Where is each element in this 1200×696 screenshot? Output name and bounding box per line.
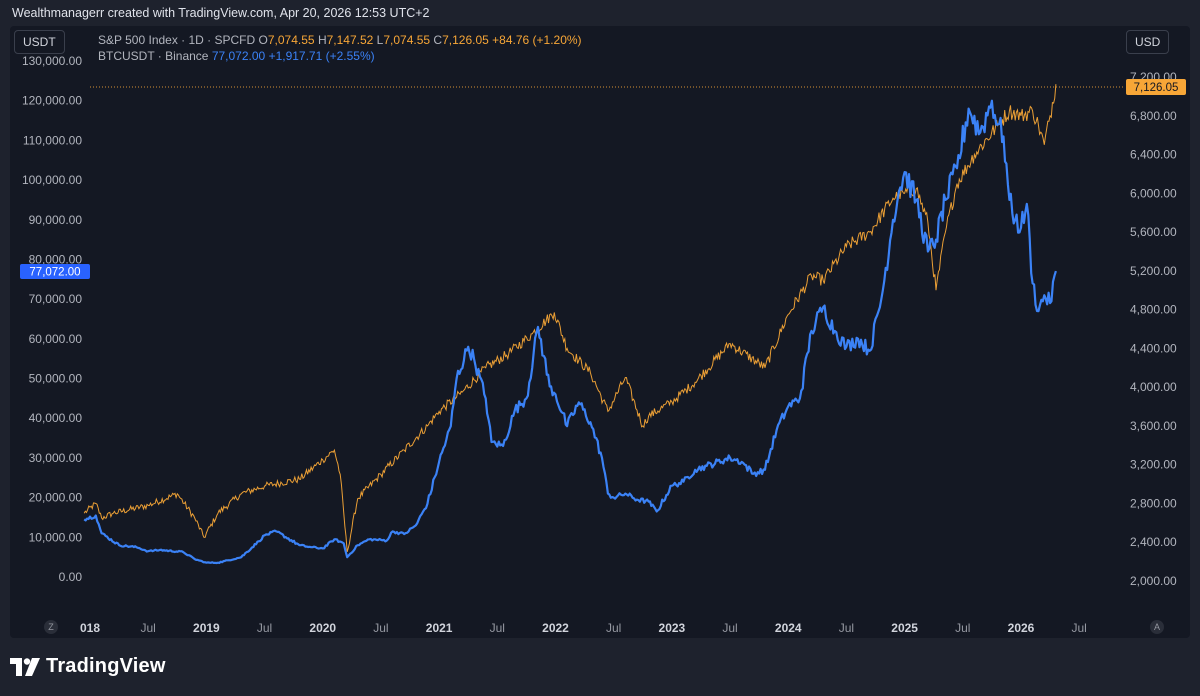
time-tick-label: Jul xyxy=(490,621,505,635)
legend-spx-close-label: C xyxy=(433,33,443,47)
left-axis[interactable]: 130,000.00 120,000.00 110,000.00 100,000.00… xyxy=(22,54,82,584)
time-tick-label: 2019 xyxy=(193,621,220,635)
left-tick-label: 110,000.00 xyxy=(23,133,82,147)
legend-spx-high-label: H xyxy=(317,33,327,47)
right-tick-label: 2,000.00 xyxy=(1130,574,1177,588)
tradingview-logo-icon xyxy=(10,657,40,676)
left-tick-label: 20,000.00 xyxy=(29,491,83,505)
right-tick-label: 4,800.00 xyxy=(1130,303,1177,317)
left-tick-label: 130,000.00 xyxy=(22,54,82,68)
left-unit-button[interactable]: USDT xyxy=(14,30,65,54)
left-tick-label: 100,000.00 xyxy=(22,173,82,187)
legend-spx-low-label: L xyxy=(376,33,384,47)
right-tick-label: 2,800.00 xyxy=(1130,496,1177,510)
chart-caption: Wealthmanagerr created with TradingView.… xyxy=(12,6,430,20)
bottom-bar xyxy=(0,638,1200,696)
legend-btc-row[interactable]: BTCUSDT · Binance 77,072.00 +1,917.71 (+… xyxy=(98,48,582,64)
right-tick-label: 6,400.00 xyxy=(1130,148,1177,162)
legend-btc-price: 77,072.00 xyxy=(211,49,266,63)
spx-price-tag-label: 7,126.05 xyxy=(1134,82,1179,94)
legend-spx-name: S&P 500 Index · 1D · SPCFD xyxy=(98,33,256,47)
time-tick-label: Jul xyxy=(955,621,970,635)
left-tick-label: 120,000.00 xyxy=(22,94,82,108)
right-tick-label: 4,400.00 xyxy=(1130,341,1177,355)
time-tick-label: Jul xyxy=(141,621,156,635)
legend-spx-low: 7,074.55 xyxy=(383,33,431,47)
left-tick-label: 90,000.00 xyxy=(29,213,83,227)
left-tick-label: 30,000.00 xyxy=(29,451,83,465)
time-tick-label: Jul xyxy=(606,621,621,635)
right-tick-label: 5,600.00 xyxy=(1130,225,1177,239)
spx-series-line xyxy=(83,84,1057,553)
legend: S&P 500 Index · 1D · SPCFD O7,074.55 H7,… xyxy=(98,32,582,64)
time-tick-label: 2025 xyxy=(891,621,918,635)
time-tick-label: 2026 xyxy=(1008,621,1035,635)
left-tick-label: 10,000.00 xyxy=(29,530,83,544)
left-tick-label: 70,000.00 xyxy=(29,292,83,306)
time-tick-label: Jul xyxy=(839,621,854,635)
left-tick-label: 60,000.00 xyxy=(29,332,83,346)
z-button[interactable]: Z xyxy=(44,620,58,634)
top-bar: Wealthmanagerr created with TradingView.… xyxy=(0,0,1200,26)
time-tick-label: 018 xyxy=(80,621,100,635)
tradingview-brand[interactable]: TradingView xyxy=(10,655,166,678)
left-tick-label: 0.00 xyxy=(59,570,83,584)
right-tick-label: 3,200.00 xyxy=(1130,458,1177,472)
legend-spx-close: 7,126.05 xyxy=(442,33,489,47)
legend-spx-high: 7,147.52 xyxy=(326,33,374,47)
time-tick-label: 2023 xyxy=(659,621,686,635)
time-tick-label: 2024 xyxy=(775,621,802,635)
series-layer xyxy=(83,84,1057,565)
brand-name: TradingView xyxy=(46,655,166,677)
right-axis[interactable]: 7,200.006,800.006,400.006,000.005,600.00… xyxy=(1130,70,1177,588)
right-tick-label: 6,800.00 xyxy=(1130,109,1177,123)
btc-series-line xyxy=(83,99,1057,565)
time-axis[interactable]: 018 Jul 2019 Jul 2020 Jul 2021 Jul 2022 Jul 2023 Ju… xyxy=(80,621,1087,635)
time-tick-label: 2020 xyxy=(309,621,336,635)
legend-spx-row[interactable]: S&P 500 Index · 1D · SPCFD O7,074.55 H7,… xyxy=(98,32,582,48)
legend-spx-open: 7,074.55 xyxy=(267,33,315,47)
right-tick-label: 5,200.00 xyxy=(1130,264,1177,278)
right-tick-label: 3,600.00 xyxy=(1130,419,1177,433)
time-tick-label: 2022 xyxy=(542,621,569,635)
btc-price-tag xyxy=(20,264,90,279)
right-tick-label: 4,000.00 xyxy=(1130,380,1177,394)
right-tick-label: 6,000.00 xyxy=(1130,186,1177,200)
btc-price-tag-label: 77,072.00 xyxy=(29,267,80,279)
left-tick-label: 40,000.00 xyxy=(29,411,83,425)
time-tick-label: Jul xyxy=(1072,621,1087,635)
legend-btc-name: BTCUSDT · Binance xyxy=(98,49,209,63)
time-tick-label: Jul xyxy=(373,621,388,635)
left-tick-label: 50,000.00 xyxy=(29,372,83,386)
auto-scale-button[interactable]: A xyxy=(1150,620,1164,634)
legend-spx-change: +84.76 (+1.20%) xyxy=(492,33,582,47)
legend-btc-change: +1,917.71 (+2.55%) xyxy=(268,49,375,63)
time-tick-label: Jul xyxy=(257,621,272,635)
right-tick-label: 2,400.00 xyxy=(1130,535,1177,549)
time-tick-label: Jul xyxy=(722,621,737,635)
left-tick-label: 80,000.00 xyxy=(29,252,83,266)
spx-price-tag xyxy=(1126,79,1186,95)
legend-spx-open-label: O xyxy=(258,33,268,47)
right-unit-button[interactable]: USD xyxy=(1126,30,1170,54)
time-tick-label: 2021 xyxy=(426,621,453,635)
